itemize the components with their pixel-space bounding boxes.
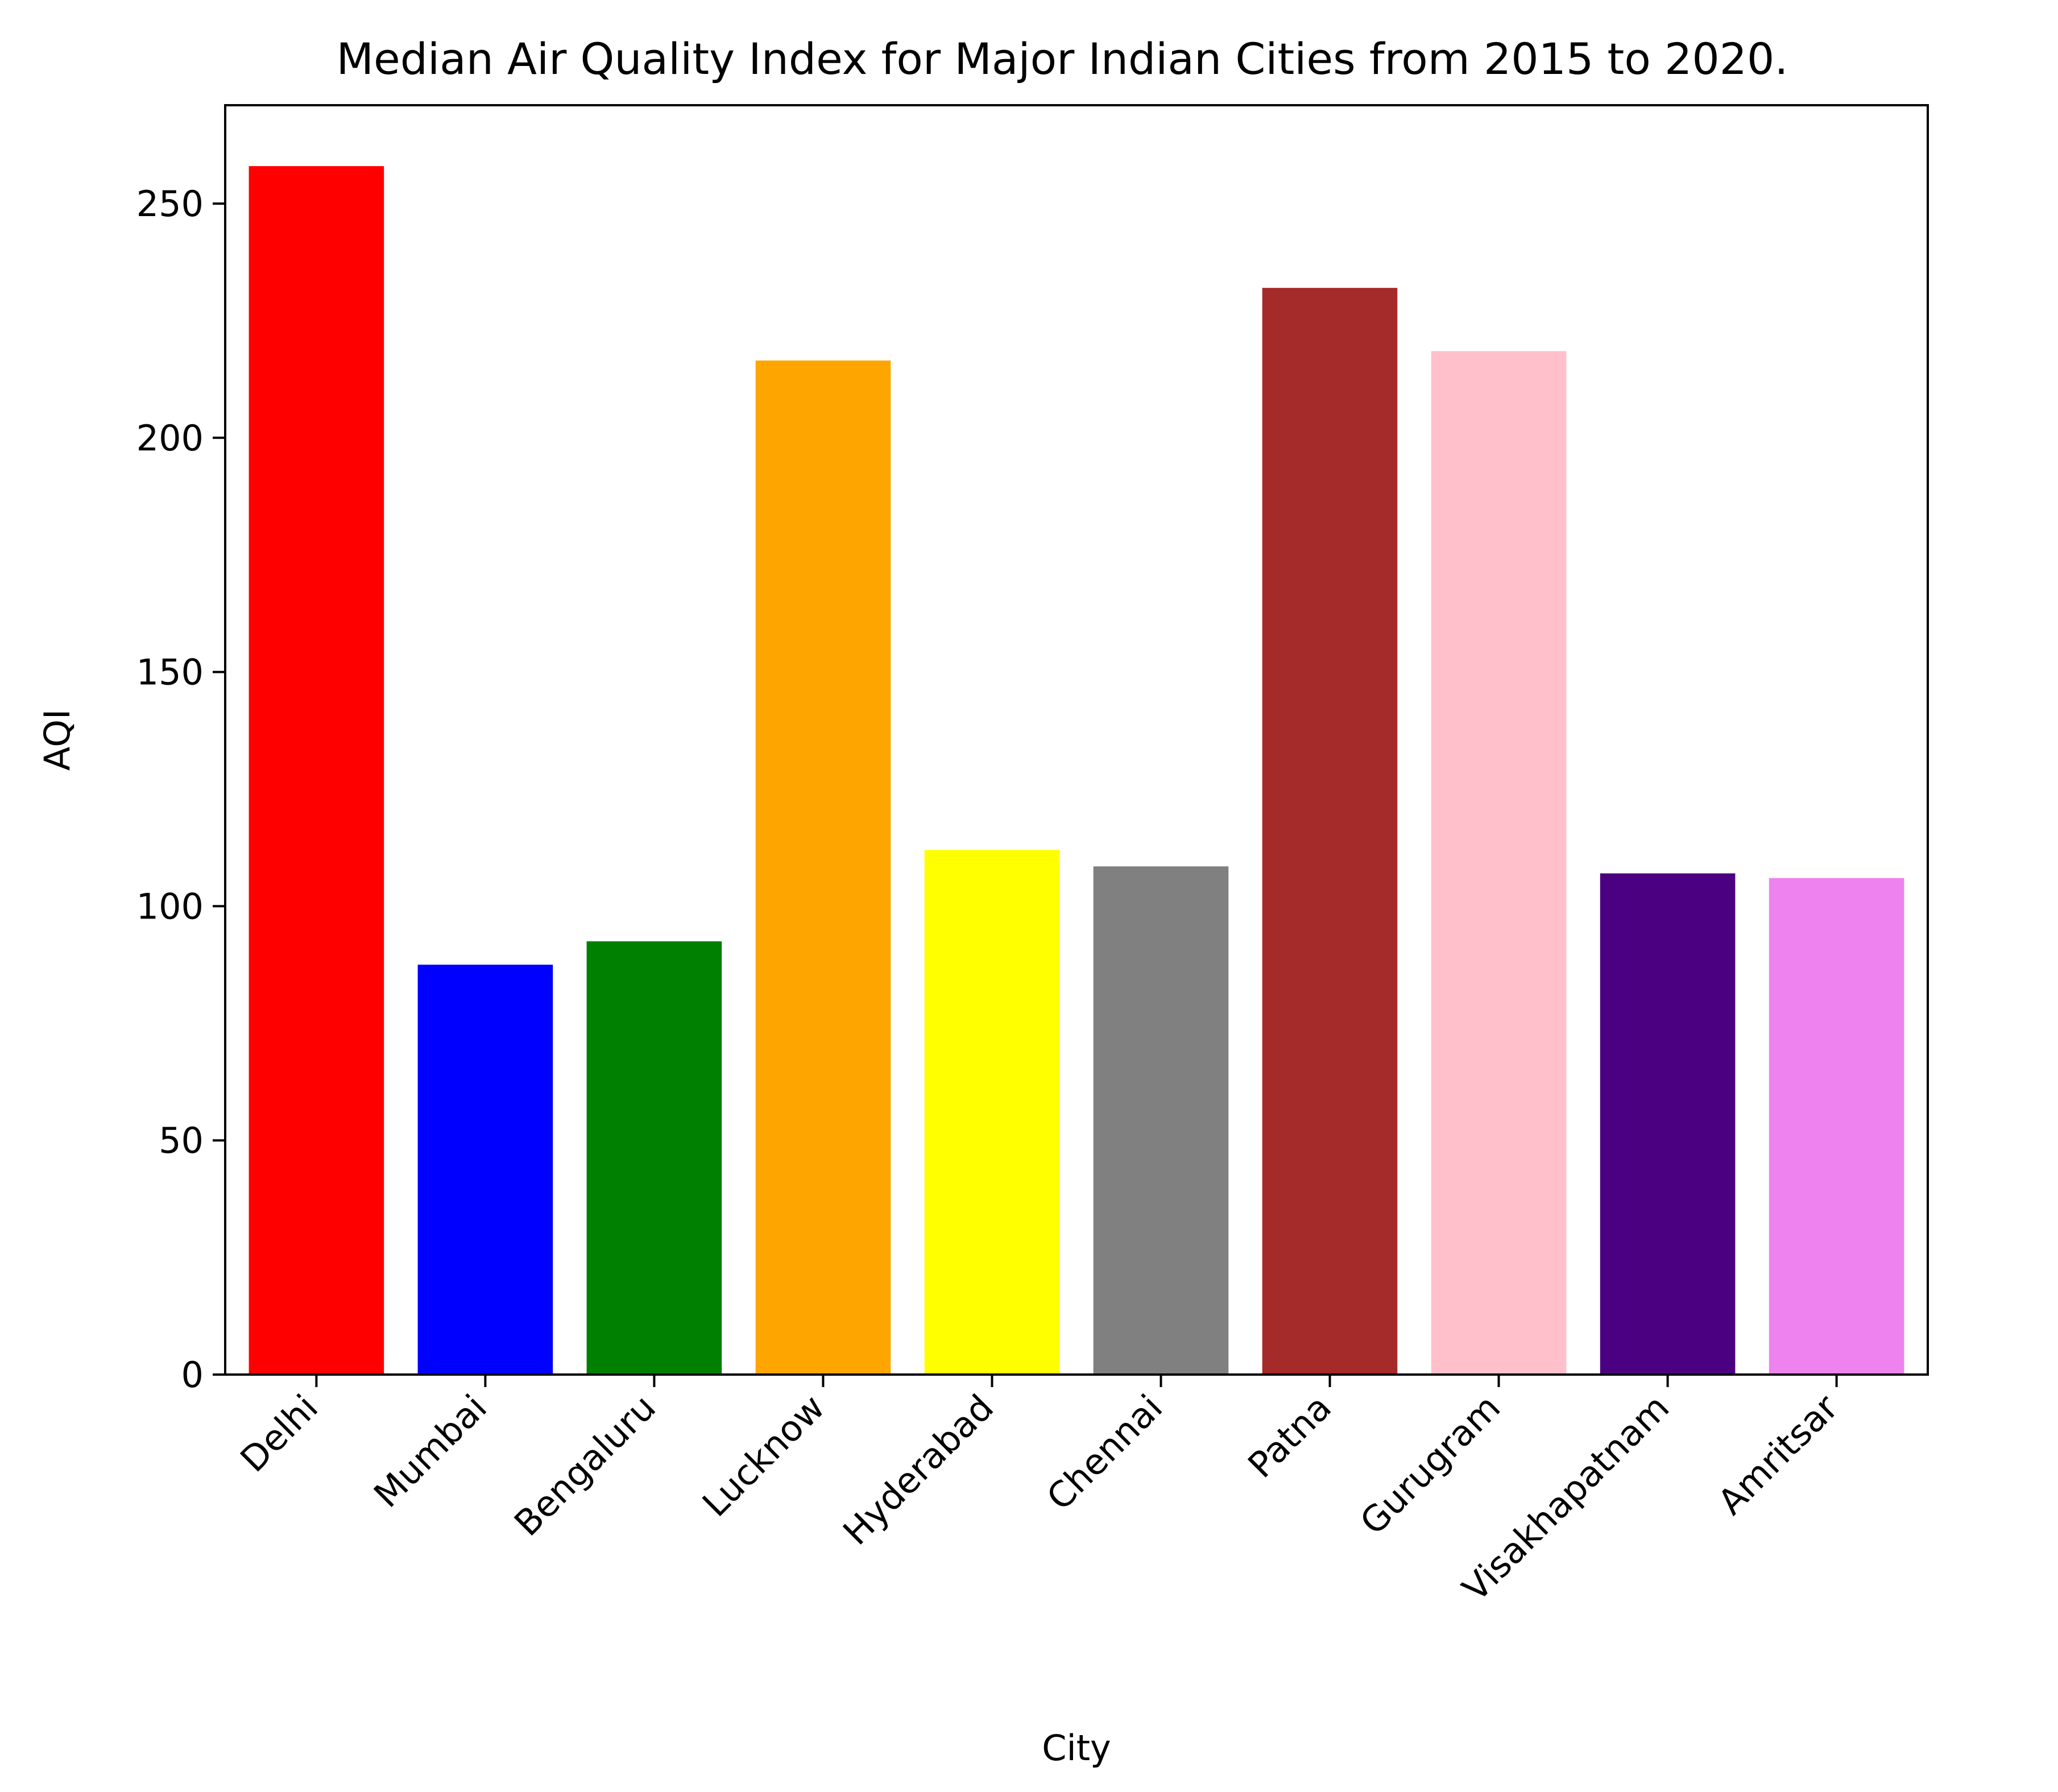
y-tick-label: 150	[136, 652, 204, 693]
x-axis-label: City	[1042, 1727, 1111, 1769]
bar-patna	[1262, 288, 1398, 1375]
y-tick-label: 250	[136, 183, 204, 225]
bar-bengaluru	[586, 941, 722, 1375]
bar-chennai	[1093, 866, 1229, 1375]
y-axis-label: AQI	[36, 709, 78, 771]
bar-amritsar	[1769, 878, 1904, 1375]
bar-gurugram	[1431, 351, 1567, 1375]
y-tick-label: 50	[159, 1120, 204, 1161]
y-tick-label: 100	[136, 885, 204, 927]
y-axis-ticks: 0 50 100 150 200 250	[136, 183, 225, 1396]
y-tick-label: 200	[136, 417, 204, 459]
chart-title: Median Air Quality Index for Major India…	[336, 34, 1788, 84]
bar-visakhapatnam	[1600, 873, 1736, 1375]
bars-group	[249, 166, 1904, 1375]
bar-lucknow	[755, 360, 891, 1375]
plot-frame	[224, 104, 1929, 1376]
y-tick-label: 0	[181, 1354, 204, 1396]
bar-hyderabad	[924, 850, 1060, 1375]
bar-delhi	[249, 166, 384, 1375]
bar-mumbai	[417, 965, 553, 1375]
